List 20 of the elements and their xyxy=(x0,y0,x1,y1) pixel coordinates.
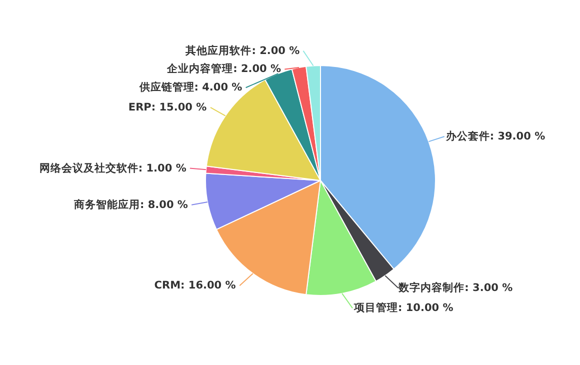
data-label: : 1.00 % xyxy=(138,162,187,174)
data-label: : 39.00 % xyxy=(490,130,546,142)
slice-label: ERP xyxy=(128,101,152,114)
data-label: : 15.00 % xyxy=(151,101,208,114)
slice-label: 网络会议及社交软件 xyxy=(39,161,138,174)
slice-label: 供应链管理 xyxy=(138,80,194,94)
slice-label: 商务智能应用 xyxy=(73,198,140,211)
slice-label: 项目管理 xyxy=(352,301,398,314)
data-label: : 16.00 % xyxy=(180,280,236,292)
slice-label: 其他应用软件 xyxy=(184,44,252,57)
slice-label: 数字内容制作 xyxy=(398,280,465,294)
slice-label: 企业内容管理 xyxy=(166,62,234,76)
slice-label: CRM xyxy=(154,280,181,292)
slice-label: 办公套件 xyxy=(444,129,490,142)
data-label: : 2.00 % xyxy=(233,63,282,76)
data-label: : 4.00 % xyxy=(194,82,243,94)
data-label: : 8.00 % xyxy=(140,198,188,211)
data-label: : 2.00 % xyxy=(252,44,300,57)
data-label: : 3.00 % xyxy=(464,282,514,294)
data-label: : 10.00 % xyxy=(398,302,454,314)
